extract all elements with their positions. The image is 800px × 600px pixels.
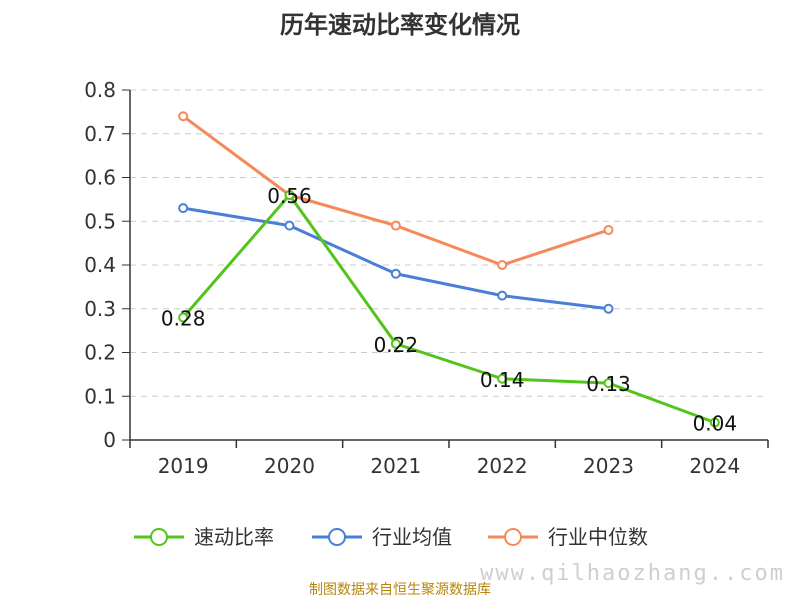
legend-marker — [150, 528, 168, 546]
data-point — [390, 268, 401, 279]
legend-marker — [504, 528, 522, 546]
legend-marker — [328, 528, 346, 546]
data-point — [497, 290, 508, 301]
legend-label: 行业均值 — [372, 525, 452, 549]
data-point — [284, 190, 295, 200]
watermark-text: www.qilhaozhang..com — [480, 561, 785, 586]
x-tick-label: 2019 — [158, 454, 209, 478]
x-tick-label: 2021 — [370, 454, 421, 478]
data-point — [603, 378, 614, 389]
series-line-1 — [182, 193, 716, 424]
data-point — [284, 220, 295, 231]
data-point — [603, 225, 614, 235]
data-label: 0.28 — [161, 307, 206, 331]
data-point — [178, 111, 189, 122]
legend-label: 速动比率 — [194, 525, 274, 549]
y-tick-label: 0.6 — [84, 166, 116, 190]
legend-item[interactable]: 行业均值 — [312, 525, 452, 549]
data-point — [497, 260, 508, 270]
y-tick-label: 0.1 — [84, 384, 116, 408]
y-tick-label: 0.4 — [84, 253, 116, 277]
legend-item[interactable]: 速动比率 — [134, 525, 274, 549]
series-lines — [178, 111, 720, 428]
source-note: 制图数据来自恒生聚源数据库 — [309, 582, 491, 598]
y-tick-label: 0.3 — [84, 297, 116, 321]
x-tick-label: 2020 — [264, 454, 315, 478]
legend: 速动比率 行业均值 行业中位数 — [134, 525, 648, 549]
y-tick-label: 0.8 — [84, 78, 116, 102]
data-point — [178, 203, 189, 214]
data-label: 0.13 — [586, 372, 631, 396]
data-label: 0.22 — [374, 333, 419, 357]
data-label: 0.56 — [267, 184, 312, 208]
y-tick-label: 0.5 — [84, 209, 116, 233]
chart-title: 历年速动比率变化情况 — [280, 11, 520, 39]
data-point — [603, 303, 614, 314]
y-tick-label: 0 — [103, 428, 116, 452]
y-tick-label: 0.7 — [84, 122, 116, 146]
data-point — [390, 338, 401, 349]
data-label: 0.04 — [693, 412, 738, 436]
legend-label: 行业中位数 — [548, 525, 648, 549]
grid-lines — [130, 89, 768, 397]
data-point — [178, 312, 189, 323]
x-tick-label: 2023 — [583, 454, 634, 478]
y-tick-label: 0.2 — [84, 341, 116, 365]
x-tick-label: 2024 — [689, 454, 740, 478]
data-point — [709, 417, 720, 428]
axes: 0 0.1 0.2 0.3 0.4 0.5 0.6 0.7 0.8 2019 2020 2021 202… — [84, 78, 769, 478]
data-label: 0.14 — [480, 368, 525, 392]
data-point — [497, 373, 508, 384]
x-tick-label: 2022 — [477, 454, 528, 478]
legend-item[interactable]: 行业中位数 — [488, 525, 648, 549]
data-labels: 0.28 0.56 0.22 0.14 0.13 0.04 — [161, 184, 737, 436]
data-point — [390, 220, 401, 231]
